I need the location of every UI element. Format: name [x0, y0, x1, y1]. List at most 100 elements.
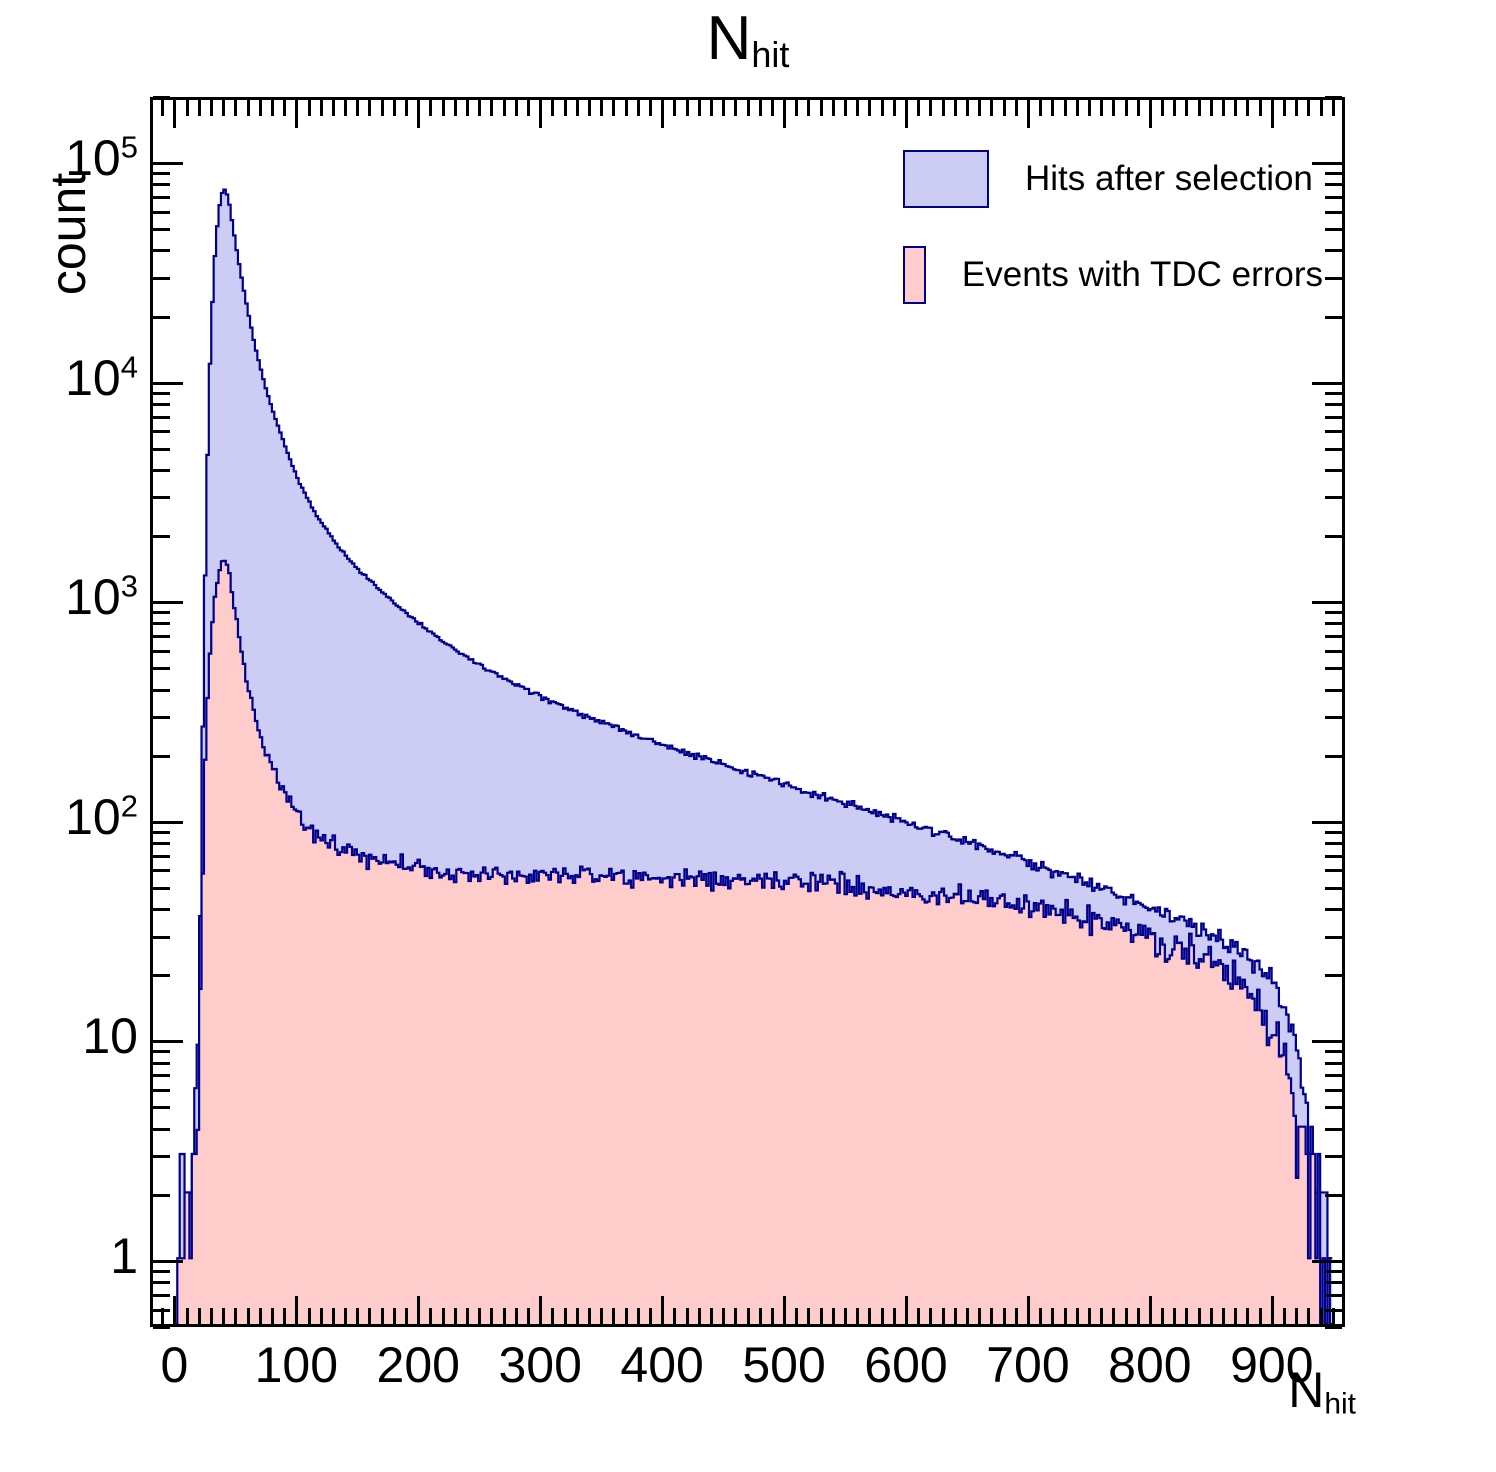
y-tick-label: 1	[110, 1227, 138, 1284]
x-major-tick-top	[173, 100, 177, 128]
y-minor-tick-right	[1325, 1050, 1342, 1054]
y-minor-tick-right	[1325, 315, 1342, 319]
y-minor-tick	[153, 908, 170, 912]
y-minor-tick	[153, 649, 170, 653]
y-minor-tick	[153, 886, 170, 890]
x-minor-tick	[844, 1308, 848, 1324]
x-minor-tick	[1283, 1308, 1287, 1324]
x-minor-tick-top	[502, 100, 506, 116]
x-minor-tick-top	[319, 100, 323, 116]
y-minor-tick	[153, 228, 170, 232]
y-minor-tick	[153, 402, 170, 406]
x-minor-tick-top	[283, 100, 287, 116]
y-minor-tick-right	[1325, 1155, 1342, 1159]
legend-item[interactable]: Hits after selection	[903, 150, 1323, 208]
y-minor-tick	[153, 496, 170, 500]
x-minor-tick-top	[1161, 100, 1165, 116]
y-major-tick	[153, 162, 183, 166]
x-minor-tick	[953, 1308, 957, 1324]
x-minor-tick	[222, 1308, 226, 1324]
y-minor-tick	[153, 688, 170, 692]
y-minor-tick-right	[1325, 854, 1342, 858]
y-minor-tick-right	[1325, 430, 1342, 434]
x-minor-tick-top	[636, 100, 640, 116]
x-minor-tick	[307, 1308, 311, 1324]
x-minor-tick	[636, 1308, 640, 1324]
y-minor-tick-right	[1325, 196, 1342, 200]
page-title: Nhit	[0, 8, 1496, 73]
y-minor-tick	[153, 635, 170, 639]
y-minor-tick	[153, 1127, 170, 1131]
y-minor-tick-right	[1325, 210, 1342, 214]
legend-item[interactable]: Events with TDC errors	[903, 246, 1323, 304]
x-minor-tick	[1063, 1308, 1067, 1324]
x-minor-tick-top	[856, 100, 860, 116]
x-minor-tick-top	[673, 100, 677, 116]
y-minor-tick-right	[1325, 1193, 1342, 1197]
x-minor-tick-top	[331, 100, 335, 116]
x-major-tick-top	[661, 100, 665, 128]
y-tick-label: 10	[82, 1008, 138, 1065]
y-minor-tick	[153, 622, 170, 626]
x-minor-tick	[807, 1308, 811, 1324]
x-major-tick	[295, 1296, 299, 1324]
x-minor-tick-top	[1039, 100, 1043, 116]
x-major-tick	[1270, 1296, 1274, 1324]
x-minor-tick-top	[1112, 100, 1116, 116]
y-minor-tick-right	[1325, 649, 1342, 653]
x-tick-label: 500	[742, 1337, 826, 1393]
x-minor-tick-top	[368, 100, 372, 116]
y-major-tick-right	[1312, 601, 1342, 605]
x-major-tick-top	[295, 100, 299, 128]
title-base: N	[706, 4, 752, 73]
y-minor-tick-right	[1325, 1127, 1342, 1131]
x-minor-tick-top	[612, 100, 616, 116]
x-major-tick	[1148, 1296, 1152, 1324]
y-major-tick-right	[1312, 1040, 1342, 1044]
y-minor-tick-right	[1325, 1074, 1342, 1078]
x-minor-tick	[258, 1308, 262, 1324]
x-minor-tick-top	[1002, 100, 1006, 116]
x-minor-tick	[880, 1308, 884, 1324]
y-minor-tick	[153, 430, 170, 434]
x-minor-tick-top	[880, 100, 884, 116]
x-minor-tick-top	[795, 100, 799, 116]
y-minor-tick-right	[1325, 228, 1342, 232]
x-minor-tick	[1185, 1308, 1189, 1324]
x-minor-tick-top	[1124, 100, 1128, 116]
x-major-tick	[783, 1296, 787, 1324]
series-outline	[177, 190, 1332, 1324]
y-minor-tick	[153, 447, 170, 451]
x-minor-tick	[917, 1308, 921, 1324]
x-minor-tick-top	[453, 100, 457, 116]
x-minor-tick-top	[831, 100, 835, 116]
y-minor-tick-right	[1325, 447, 1342, 451]
x-minor-tick-top	[405, 100, 409, 116]
x-minor-tick	[1002, 1308, 1006, 1324]
x-minor-tick-top	[685, 100, 689, 116]
x-minor-tick-top	[429, 100, 433, 116]
legend-label: Hits after selection	[1025, 159, 1313, 198]
x-minor-tick-top	[746, 100, 750, 116]
y-minor-tick-right	[1325, 496, 1342, 500]
x-minor-tick-top	[551, 100, 555, 116]
y-tick-label: 103	[65, 568, 138, 626]
y-major-tick	[153, 381, 183, 385]
x-minor-tick	[478, 1308, 482, 1324]
y-minor-tick-right	[1325, 535, 1342, 539]
x-minor-tick-top	[990, 100, 994, 116]
x-minor-tick	[234, 1308, 238, 1324]
x-minor-tick-top	[1307, 100, 1311, 116]
y-minor-tick-right	[1325, 1089, 1342, 1093]
y-minor-tick-right	[1325, 391, 1342, 395]
x-minor-tick-top	[1258, 100, 1262, 116]
x-major-tick-top	[783, 100, 787, 128]
y-minor-tick-right	[1325, 172, 1342, 176]
x-minor-tick	[319, 1308, 323, 1324]
x-minor-tick-top	[1136, 100, 1140, 116]
y-minor-tick-right	[1325, 1106, 1342, 1110]
x-minor-tick	[161, 1308, 165, 1324]
x-minor-tick-top	[892, 100, 896, 116]
x-minor-tick	[1307, 1308, 1311, 1324]
